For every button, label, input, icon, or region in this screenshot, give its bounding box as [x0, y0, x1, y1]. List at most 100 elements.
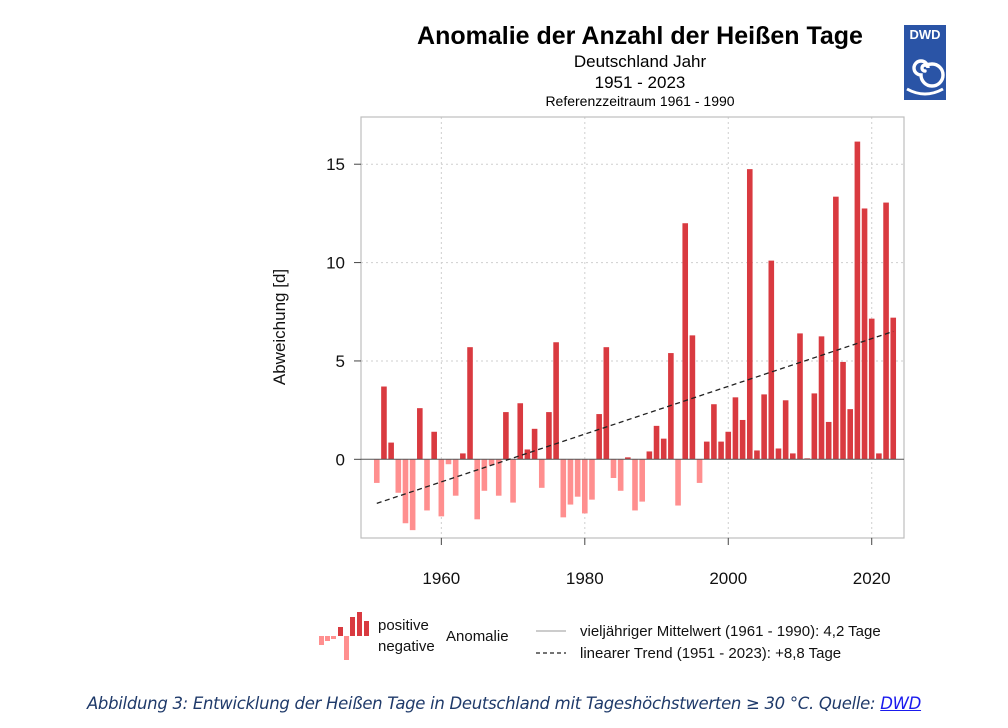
bar-negative	[582, 459, 588, 514]
bar-positive	[840, 361, 846, 460]
x-tick-label: 2020	[853, 569, 891, 588]
bar-positive	[603, 347, 610, 460]
bar-positive	[503, 412, 509, 460]
bar-negative	[409, 459, 416, 531]
bar-negative	[617, 459, 624, 491]
legend-swatch-negative	[331, 636, 336, 639]
caption-text: Abbildung 3: Entwicklung der Heißen Tage…	[86, 694, 881, 713]
bar-positive	[890, 317, 897, 460]
legend-mean-label: vieljähriger Mittelwert (1961 - 1990): 4…	[580, 623, 881, 640]
bar-positive	[876, 453, 882, 460]
bar-positive	[732, 397, 739, 460]
bar-positive	[668, 353, 674, 460]
legend-swatch-positive	[357, 612, 362, 636]
spiral-icon	[906, 59, 945, 96]
source-link[interactable]: DWD	[880, 694, 922, 713]
bar-negative	[610, 459, 617, 478]
bar-positive	[625, 457, 631, 460]
bar-negative	[574, 459, 581, 497]
bar-positive	[811, 393, 818, 460]
bar-positive	[825, 421, 832, 460]
bar-negative	[696, 459, 703, 483]
bar-positive	[775, 448, 782, 460]
legend: positive negative Anomalie vieljähriger …	[319, 612, 881, 662]
legend-positive-label: positive	[378, 617, 429, 634]
legend-swatch-negative	[344, 636, 349, 660]
bar-negative	[481, 459, 488, 491]
bar-positive	[553, 342, 559, 460]
bar-positive	[653, 425, 660, 460]
bar-positive	[660, 438, 667, 460]
bar-positive	[703, 441, 710, 460]
y-tick-label: 10	[326, 254, 345, 273]
bar-positive	[689, 335, 696, 460]
bar-negative	[567, 459, 574, 505]
bar-negative	[445, 459, 452, 465]
legend-swatch-negative	[319, 636, 324, 645]
chart: 1960 1980 2000 2020 0 5 10 15 Abweichung [d] p…	[270, 116, 905, 662]
bar-positive	[861, 208, 868, 460]
legend-swatch-positive	[364, 621, 369, 636]
figure-caption: Abbildung 3: Entwicklung der Heißen Tage…	[0, 694, 1008, 713]
bar-negative	[452, 459, 459, 496]
chart-subtitle-period: 1951 - 2023	[594, 73, 686, 92]
bar-positive	[847, 409, 853, 460]
bar-negative	[438, 459, 445, 517]
bar-positive	[682, 223, 689, 460]
dwd-logo-text: DWD	[909, 27, 941, 42]
bar-positive	[546, 412, 552, 460]
bar-positive	[718, 441, 724, 460]
bar-positive	[711, 404, 717, 460]
x-tick-label: 1960	[422, 569, 460, 588]
bar-negative	[373, 459, 380, 483]
bar-positive	[417, 408, 423, 460]
legend-swatch-positive	[338, 627, 343, 636]
bar-positive	[388, 442, 394, 460]
legend-negative-label: negative	[378, 638, 435, 655]
bar-positive	[868, 318, 875, 460]
bar-positive	[782, 400, 789, 460]
bar-negative	[675, 459, 681, 506]
bar-negative	[402, 459, 409, 524]
y-axis-label: Abweichung [d]	[270, 269, 289, 385]
bar-negative	[510, 459, 516, 503]
bar-positive	[833, 196, 839, 460]
bar-negative	[589, 459, 595, 500]
bar-positive	[524, 449, 531, 460]
bar-positive	[431, 431, 437, 460]
legend-trend-label: linearer Trend (1951 - 2023): +8,8 Tage	[580, 645, 841, 662]
bar-positive	[768, 260, 775, 460]
bar-negative	[424, 459, 430, 511]
bar-positive	[761, 394, 767, 460]
bar-positive	[739, 419, 746, 460]
bar-positive	[754, 450, 760, 460]
legend-swatch-positive	[350, 617, 355, 636]
bar-positive	[883, 202, 889, 460]
y-tick-label: 0	[336, 450, 345, 469]
legend-anomaly-swatch	[319, 612, 369, 660]
x-tick-label: 2000	[709, 569, 747, 588]
bars	[373, 141, 897, 531]
bar-negative	[560, 459, 567, 518]
bar-positive	[381, 386, 387, 460]
bar-negative	[538, 459, 545, 488]
plot-frame	[360, 116, 905, 539]
legend-swatch-negative	[325, 636, 330, 641]
bar-positive	[467, 347, 473, 460]
bar-positive	[531, 428, 538, 460]
dwd-logo: DWD	[904, 25, 946, 100]
bar-positive	[646, 451, 653, 460]
bar-positive	[797, 333, 803, 460]
x-tick-label: 1980	[566, 569, 604, 588]
bar-negative	[395, 459, 402, 493]
bar-negative	[488, 459, 495, 466]
bar-negative	[495, 459, 502, 496]
bar-positive	[460, 453, 466, 460]
bar-positive	[790, 453, 796, 460]
bar-negative	[474, 459, 481, 520]
y-tick-label: 15	[326, 155, 345, 174]
x-axis: 1960 1980 2000 2020	[422, 538, 891, 588]
bar-positive	[596, 414, 602, 460]
chart-title: Anomalie der Anzahl der Heißen Tage	[417, 22, 863, 50]
legend-anomaly-label: Anomalie	[446, 628, 509, 645]
